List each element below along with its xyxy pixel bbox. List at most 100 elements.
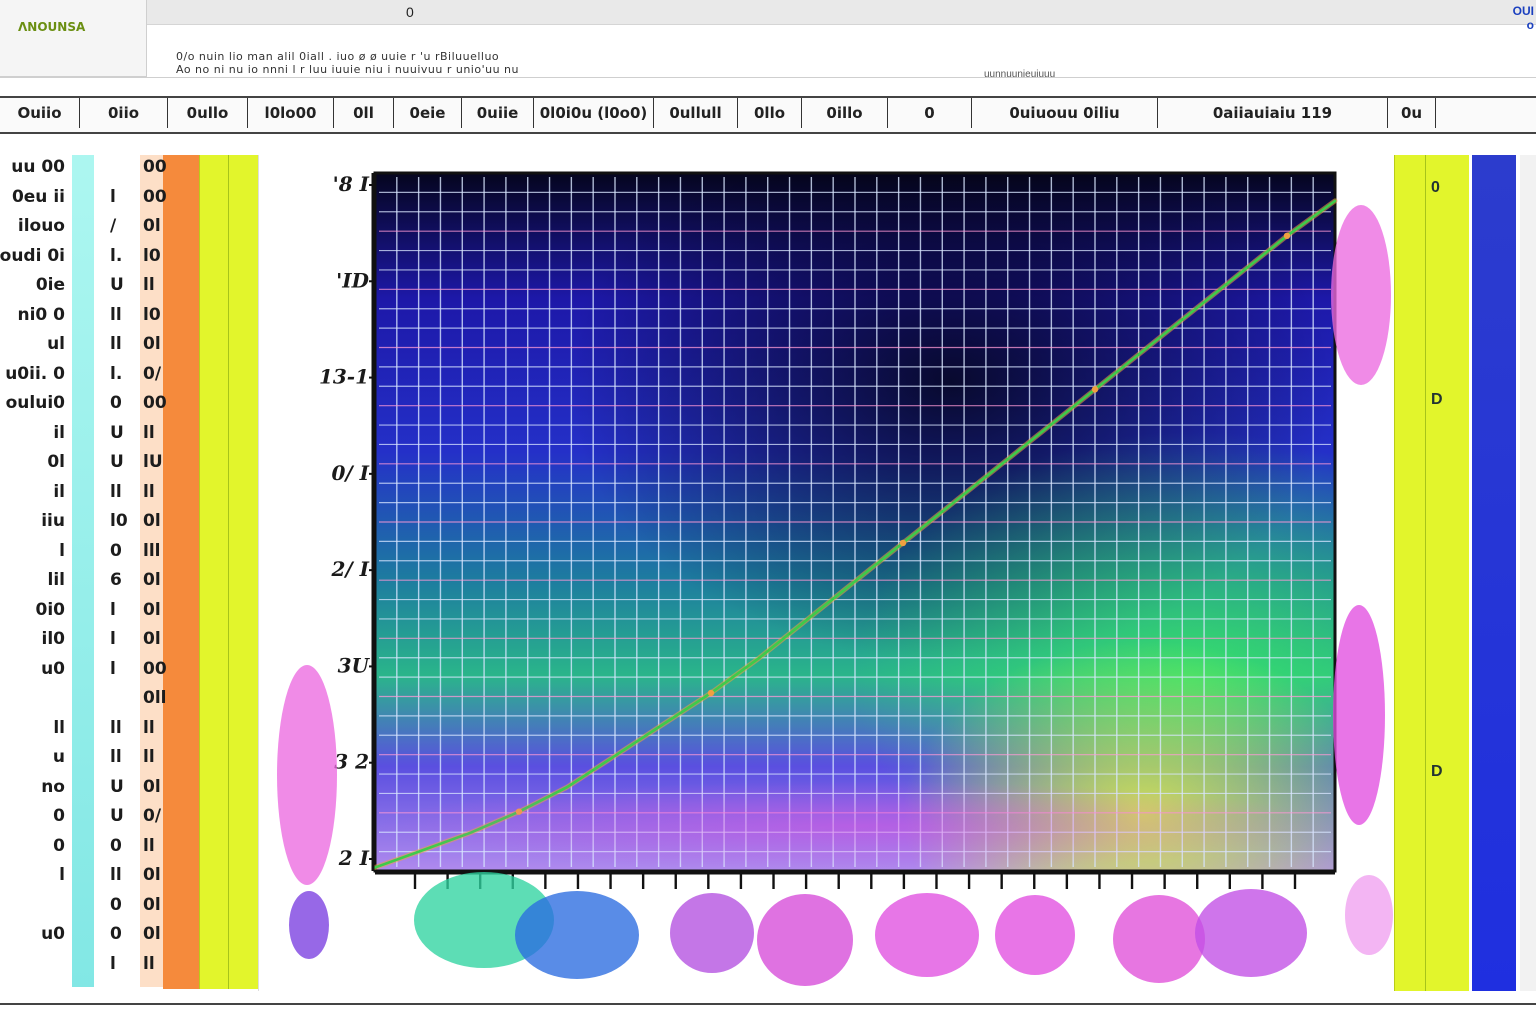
column-header[interactable]: 0iio [80,98,168,128]
cell-text: 0 [110,924,122,944]
cell-text: ll [110,304,122,325]
cell-text: ll [53,717,65,738]
list-item[interactable]: 0 0 ll [0,834,200,862]
cell-text: 0/ [143,806,162,826]
list-item[interactable]: 0i0 l 0l [0,598,200,626]
cell-text: ll [143,835,155,856]
column-header[interactable]: 0ll [334,98,394,128]
list-item[interactable]: ni0 0 ll l0 [0,303,200,331]
cell-text: ni0 0 [17,304,65,325]
column-header[interactable]: 0illo [802,98,888,128]
list-item[interactable]: 0eu ii l 00 [0,185,200,213]
cell-text: 0 [110,540,122,561]
list-item[interactable]: il ll ll [0,480,200,508]
cell-text: il [53,422,65,443]
column-header[interactable]: Ouiio [0,98,80,128]
list-item[interactable]: u ll ll [0,745,200,773]
list-item[interactable]: l ll [0,952,200,980]
cell-text: ll [143,275,155,295]
column-header[interactable]: 0eie [394,98,462,128]
list-item[interactable]: ilouo / 0l [0,214,200,242]
column-header[interactable]: 0llo [738,98,802,128]
cell-text: 0l [143,216,161,236]
cell-text: U [110,452,124,472]
cell-text: l [110,186,116,207]
cell-text: 0 [53,806,65,826]
top-center-indicator[interactable]: 0 [406,4,414,20]
list-item[interactable]: 0 U 0/ [0,804,200,832]
top-right-badge[interactable]: OUI o [1513,4,1534,32]
column-header[interactable]: 0u [1388,98,1436,128]
right-mark: D [1431,391,1443,408]
watercolor-splash [757,894,853,986]
orange-column [163,155,199,989]
top-toolbar: 0 OUI o [0,0,1536,32]
list-item[interactable]: iiu l0 0l [0,509,200,537]
top-right-label: OUI [1512,4,1534,18]
watercolor-splash [1345,875,1393,955]
cell-text: lU [143,452,163,472]
list-item[interactable]: ul ll 0l [0,332,200,360]
list-item[interactable]: ll ll ll [0,716,200,744]
column-header[interactable]: 0ullo [168,98,248,128]
column-header[interactable]: 0uiuouu 0iliu [972,98,1158,128]
cell-text: 0l [143,570,161,590]
column-header[interactable]: 0aiiauiaiu 119 [1158,98,1388,128]
list-item[interactable]: lil 6 0l [0,568,200,596]
cell-text: l [110,629,116,649]
list-item[interactable]: u0 0 0l [0,922,200,950]
watercolor-splash [1113,895,1205,983]
cell-text: u [52,747,65,767]
cell-text: ll [143,953,155,974]
yellow-column [199,155,258,989]
column-header-row: Ouiio 0iio 0ullo l0lo00 0ll 0eie 0uiie 0l0i0u (… [0,96,1536,134]
list-item[interactable]: no U 0l [0,775,200,803]
y-tick-label: 2 I [338,846,370,870]
y-tick-label: 3 2 [334,750,369,774]
cell-text: oudi 0i [0,245,65,266]
cell-text: ll [143,747,155,767]
cell-text: lil [47,570,65,590]
list-item[interactable]: u0ii. 0 l. 0/ [0,362,200,390]
right-scroll-area[interactable] [1520,155,1536,991]
column-header[interactable]: 0uiie [462,98,534,128]
cell-text: ll [143,481,155,502]
list-item[interactable]: l 0 lll [0,539,200,567]
column-header[interactable]: 0 [888,98,972,128]
list-item[interactable]: 0ll [0,686,200,714]
cell-text: 0ie [35,275,65,295]
y-tick-label: 13-1 [319,365,369,389]
cell-text: 00 [143,157,167,177]
cell-text: U [110,275,124,295]
watercolor-wash [375,781,1335,871]
watercolor-splash [1195,889,1307,977]
list-item[interactable]: uu 00 00 [0,155,200,183]
list-item[interactable]: il0 l 0l [0,627,200,655]
plot-grid [379,177,1331,867]
cell-text: il [53,481,65,502]
list-item[interactable]: u0 l 00 [0,657,200,685]
watercolor-splash [670,893,754,973]
cell-text: U [110,422,124,443]
list-item[interactable]: 0 0l [0,893,200,921]
cell-text: il0 [41,629,65,649]
column-header[interactable]: l0lo00 [248,98,334,128]
chart-panel: '8 I 'ID 13-1 0/ I 2/ I 3U 3 2 2 I [258,155,1398,991]
column-header[interactable]: 0ullull [654,98,738,128]
data-point [707,689,715,697]
list-item[interactable]: oului0 0 00 [0,391,200,419]
list-item[interactable]: l ll 0l [0,863,200,891]
peach-column [140,155,164,987]
cell-text: 0 [110,835,122,856]
y-axis: '8 I 'ID 13-1 0/ I 2/ I 3U 3 2 2 I [319,172,375,871]
cell-text: l0 [110,511,128,531]
app-logo-tab[interactable]: ɅNOUNSA [0,0,147,77]
description-line-2: Ao no ni nu io nnni l r luu iuuie niu i … [176,63,519,76]
column-header[interactable]: 0l0i0u (l0o0) [534,98,654,128]
list-item[interactable]: oudi 0i l. l0 [0,244,200,272]
cell-text: 0l [143,865,161,885]
